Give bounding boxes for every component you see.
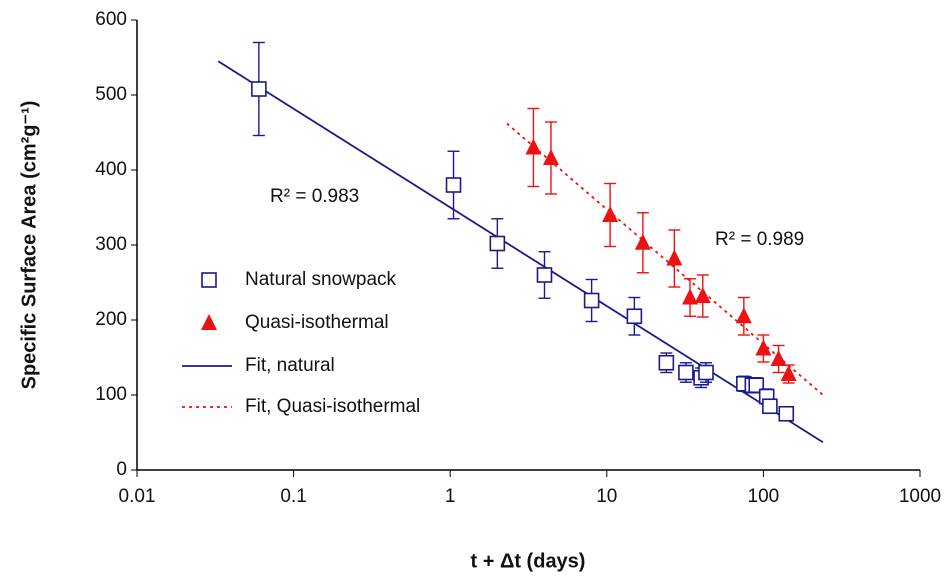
x-tick-label: 10 bbox=[596, 486, 617, 507]
x-tick-label: 1000 bbox=[899, 486, 941, 507]
point bbox=[445, 177, 462, 193]
point bbox=[678, 364, 694, 381]
x-tick-label: 0.01 bbox=[119, 486, 156, 507]
x-tick-label: 100 bbox=[748, 486, 780, 507]
point bbox=[542, 149, 559, 165]
y-tick-label: 400 bbox=[95, 159, 127, 180]
legend-label: Fit, Quasi-isothermal bbox=[245, 396, 420, 417]
legend-label: Fit, natural bbox=[245, 355, 335, 376]
y-tick-label: 100 bbox=[95, 384, 127, 405]
legend-marker bbox=[201, 272, 217, 288]
y-tick-label: 600 bbox=[95, 9, 127, 30]
point bbox=[735, 307, 752, 324]
point bbox=[658, 354, 675, 371]
point bbox=[778, 405, 795, 422]
point bbox=[682, 288, 699, 305]
point bbox=[536, 267, 553, 283]
point bbox=[666, 249, 683, 266]
point bbox=[634, 233, 651, 250]
point bbox=[251, 81, 267, 97]
x-tick-label: 1 bbox=[445, 486, 456, 507]
point bbox=[780, 365, 797, 381]
point bbox=[583, 292, 600, 309]
point bbox=[694, 287, 711, 303]
point bbox=[525, 138, 542, 155]
x-axis-title: t + Δt (days) bbox=[471, 550, 586, 572]
x-tick-label: 0.1 bbox=[280, 486, 306, 507]
annotation: R² = 0.989 bbox=[715, 229, 804, 250]
annotation: R² = 0.983 bbox=[270, 186, 359, 207]
y-tick-label: 200 bbox=[95, 309, 127, 330]
fit-line bbox=[217, 60, 824, 444]
y-tick-label: 500 bbox=[95, 84, 127, 105]
y-tick-label: 300 bbox=[95, 234, 127, 255]
y-tick-label: 0 bbox=[116, 459, 127, 480]
point bbox=[762, 398, 778, 415]
legend-marker bbox=[201, 314, 217, 330]
point bbox=[755, 339, 772, 356]
point bbox=[626, 308, 643, 325]
legend-label: Quasi-isothermal bbox=[245, 312, 389, 333]
point bbox=[602, 206, 619, 222]
y-axis-title: Specific Surface Area (cm²g⁻¹) bbox=[18, 101, 40, 390]
point bbox=[770, 350, 787, 366]
legend-label: Natural snowpack bbox=[245, 269, 397, 290]
point bbox=[698, 364, 714, 381]
point bbox=[489, 235, 506, 252]
